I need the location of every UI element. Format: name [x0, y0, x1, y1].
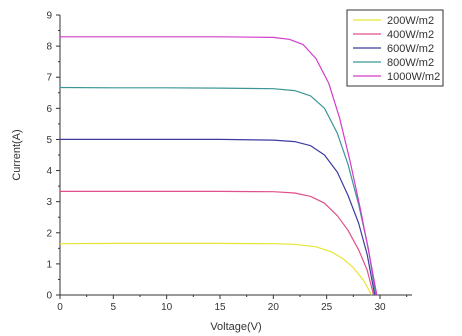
- series-line-600w-m2: [60, 138, 376, 296]
- y-tick-label: 5: [46, 135, 52, 146]
- legend-label: 400W/m2: [387, 29, 434, 41]
- y-tick-label: 1: [46, 259, 52, 270]
- y-tick-label: 6: [46, 104, 52, 115]
- legend: 200W/m2 400W/m2 600W/m2 800W/m2 1000W/m2: [346, 9, 444, 87]
- series-line-400w-m2: [60, 190, 375, 296]
- legend-label: 800W/m2: [387, 57, 434, 69]
- plot-area: 0 1 2 3 4 5 6 7 8 9 0 5 10 15 20 25 30 Voltage(V) Current(…: [11, 11, 412, 333]
- series-line-800w-m2: [59, 86, 377, 296]
- y-tick-label: 8: [46, 42, 52, 53]
- x-axis-label: Voltage(V): [210, 321, 261, 333]
- legend-label: 1000W/m2: [387, 71, 440, 83]
- y-tick-label: 2: [46, 228, 52, 239]
- x-tick-label: 5: [111, 302, 117, 313]
- y-axis-label: Current(A): [11, 129, 23, 180]
- x-tick-label: 0: [57, 302, 63, 313]
- series-line-1000w-m2: [60, 36, 378, 296]
- x-tick-label: 15: [214, 302, 226, 313]
- y-tick-label: 4: [46, 166, 52, 177]
- x-tick-label: 10: [161, 302, 173, 313]
- series-line-200w-m2: [59, 242, 373, 296]
- legend-label: 600W/m2: [387, 43, 434, 55]
- y-tick-label: 3: [46, 197, 52, 208]
- x-tick-label: 25: [321, 302, 333, 313]
- x-tick-label: 20: [268, 302, 280, 313]
- y-tick-label: 7: [46, 73, 52, 84]
- y-tick-label: 0: [46, 291, 52, 302]
- y-tick-label: 9: [46, 11, 52, 22]
- legend-label: 200W/m2: [387, 15, 434, 27]
- x-tick-label: 30: [374, 302, 386, 313]
